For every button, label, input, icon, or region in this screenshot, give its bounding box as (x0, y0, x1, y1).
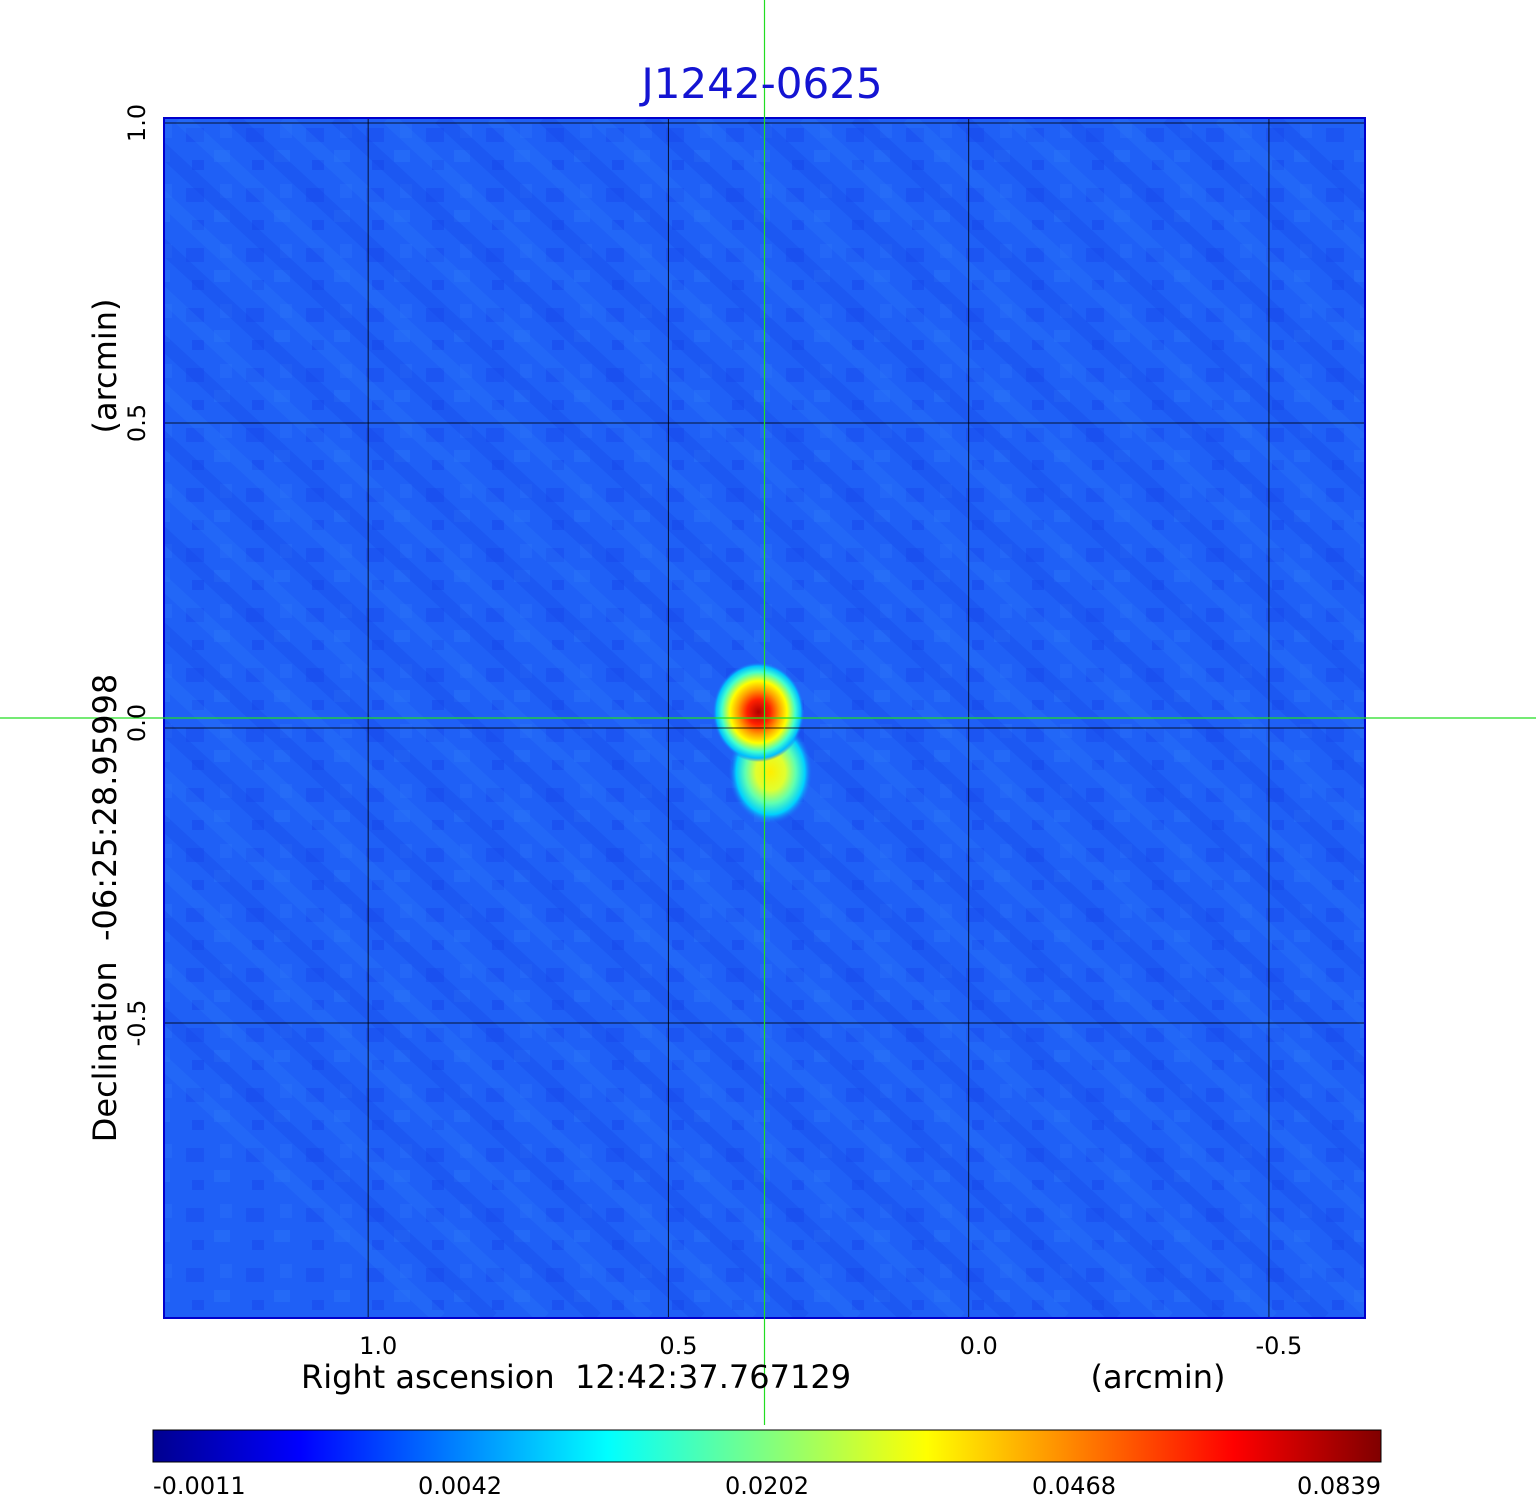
sidelobe-stripe (164, 1005, 497, 1318)
sidelobe-stripe (851, 118, 1365, 598)
x-tick-labels: 1.0 0.5 0.0 -0.5 (359, 1332, 1302, 1360)
sidelobe-stripe (164, 861, 653, 1318)
x-tick-label: 0.0 (960, 1332, 998, 1360)
source-peak (712, 662, 805, 762)
colorbar (152, 1429, 1382, 1463)
y-axis-label: Declination -06:25:28.95998 (86, 674, 124, 1142)
y-tick-labels: 1.0 0.5 0.0 -0.5 (123, 104, 151, 1047)
plot-title: J1242-0625 (638, 59, 882, 108)
sidelobe-stripe (955, 118, 1365, 502)
colorbar-tick-label: 0.0042 (418, 1472, 502, 1500)
y-tick-label: 1.0 (123, 104, 151, 142)
sidelobe-stripe (1007, 118, 1365, 454)
sidelobe-stripe (164, 813, 705, 1318)
sidelobe-stripe (1059, 118, 1365, 406)
sidelobe-stripe (1111, 118, 1365, 358)
sidelobe-stripe (903, 118, 1365, 550)
crosshair (0, 0, 1536, 1425)
x-axis-unit-label: (arcmin) (1091, 1358, 1226, 1396)
colorbar-tick-label: 0.0468 (1032, 1472, 1116, 1500)
y-tick-label: -0.5 (123, 1000, 151, 1047)
colorbar-tick-label: 0.0202 (725, 1472, 809, 1500)
x-tick-label: 1.0 (359, 1332, 397, 1360)
y-tick-label: 0.5 (123, 404, 151, 442)
x-tick-label: 0.5 (659, 1332, 697, 1360)
colorbar-tick-label: 0.0839 (1297, 1472, 1381, 1500)
sidelobe-stripe (164, 765, 757, 1318)
sidelobe-stripe (164, 1053, 445, 1318)
colorbar-tick-label: -0.0011 (153, 1472, 246, 1500)
x-axis-label: Right ascension 12:42:37.767129 (301, 1358, 851, 1396)
x-tick-label: -0.5 (1256, 1332, 1303, 1360)
colorbar-tick-labels: -0.0011 0.0042 0.0202 0.0468 0.0839 (153, 1472, 1381, 1500)
y-axis-unit-label: (arcmin) (86, 299, 124, 434)
y-tick-label: 0.0 (123, 704, 151, 742)
sidelobe-stripe (164, 957, 549, 1318)
sidelobe-stripe (164, 717, 809, 1318)
sidelobe-stripe (164, 909, 601, 1318)
sidelobe-stripe (799, 118, 1365, 646)
